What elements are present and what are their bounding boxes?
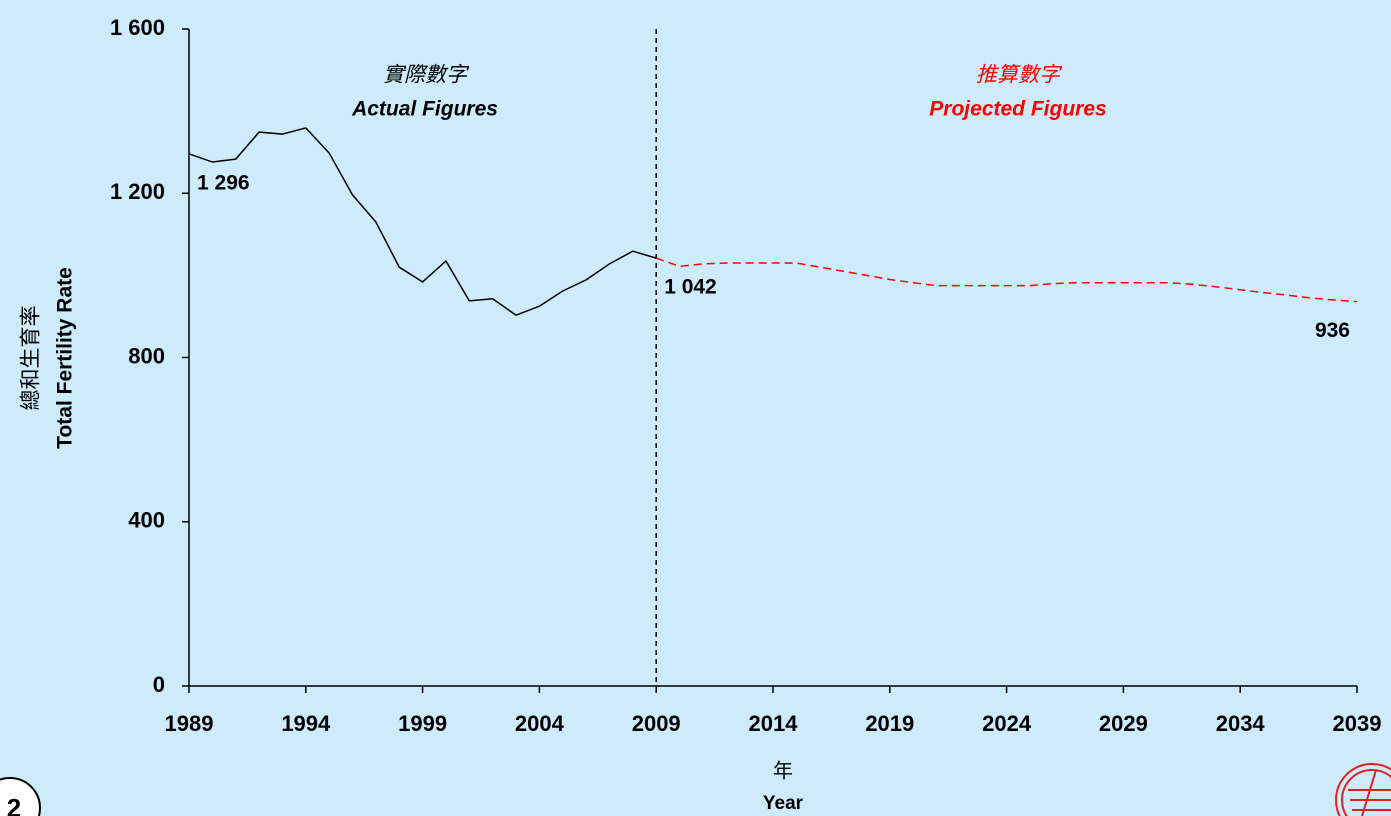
x-tick-label: 2024 <box>982 711 1032 736</box>
y-tick-label: 1 200 <box>110 179 165 204</box>
x-tick-label: 2029 <box>1099 711 1148 736</box>
page-number: 2 <box>7 793 21 816</box>
y-tick-label: 1 600 <box>110 15 165 40</box>
x-tick-label: 2039 <box>1333 711 1382 736</box>
x-tick-label: 1999 <box>398 711 447 736</box>
series-line <box>188 127 657 317</box>
logo <box>1335 763 1391 816</box>
x-axis-label: 年 <box>773 759 793 782</box>
x-tick-label: 2009 <box>632 711 681 736</box>
data-label: 1 296 <box>197 171 250 194</box>
y-axis-label: Total Fertility Rate <box>54 267 77 449</box>
x-tick-label: 2034 <box>1216 711 1266 736</box>
page-badge <box>0 777 41 816</box>
annotation: Actual Figures <box>351 98 498 121</box>
x-tick-label: 1994 <box>281 711 331 736</box>
y-axis-label: 總和生育率 <box>20 306 43 411</box>
x-tick-label: 2014 <box>749 711 799 736</box>
series-line <box>655 257 1358 303</box>
x-tick-label: 2004 <box>515 711 565 736</box>
data-label: 936 <box>1315 319 1350 342</box>
annotation: 實際數字 <box>383 64 470 87</box>
x-axis-label: Year <box>763 793 804 814</box>
annotation: Projected Figures <box>929 98 1106 121</box>
x-tick-label: 2019 <box>865 711 914 736</box>
x-tick-label: 1989 <box>165 711 214 736</box>
y-tick-label: 0 <box>153 672 165 697</box>
data-label: 1 042 <box>664 276 717 299</box>
y-tick-label: 400 <box>128 508 165 533</box>
annotation: 推算數字 <box>976 64 1063 87</box>
y-tick-label: 800 <box>128 343 165 368</box>
